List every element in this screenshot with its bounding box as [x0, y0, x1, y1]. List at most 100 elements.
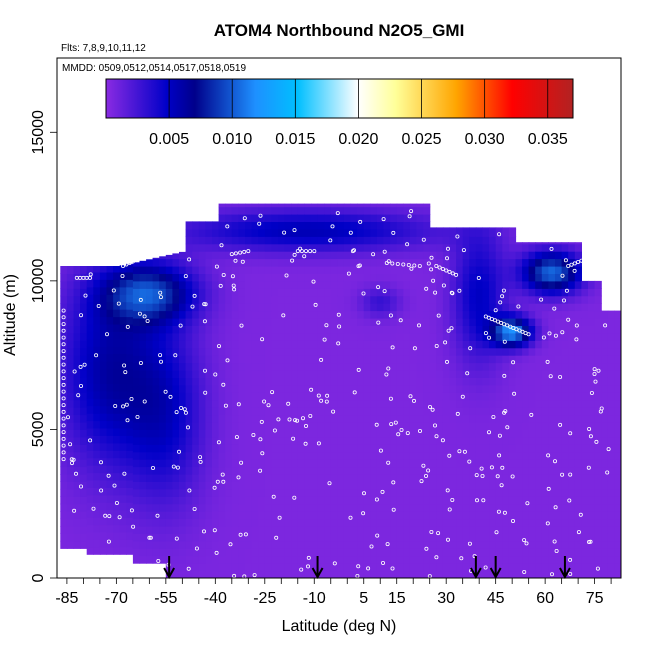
heatmap-cell	[192, 436, 200, 445]
heatmap-cell	[555, 266, 563, 274]
sample-point	[457, 288, 462, 293]
heatmap-cell	[607, 414, 615, 423]
heatmap-cell	[416, 511, 424, 520]
heatmap-cell	[139, 318, 147, 326]
heatmap-cell	[535, 422, 543, 430]
heatmap-cell	[139, 451, 147, 460]
heatmap-cell	[416, 459, 424, 468]
heatmap-cell	[376, 384, 385, 393]
heatmap-cell	[152, 273, 160, 282]
heatmap-cell	[185, 221, 193, 230]
heatmap-cell	[495, 399, 503, 408]
heatmap-cell	[146, 511, 154, 520]
heatmap-cell	[607, 459, 615, 468]
heatmap-cell	[502, 266, 510, 274]
heatmap-cell	[357, 503, 365, 512]
heatmap-cell	[66, 295, 75, 304]
sample-point	[293, 418, 298, 423]
heatmap-cell	[462, 429, 470, 438]
heatmap-cell	[218, 362, 226, 371]
heatmap-cell	[291, 511, 299, 520]
heatmap-cell	[508, 273, 517, 282]
heatmap-cell	[66, 303, 75, 312]
heatmap-cell	[251, 488, 259, 497]
sample-point	[259, 419, 264, 424]
heatmap-cell	[436, 266, 444, 274]
heatmap-cell	[568, 474, 576, 482]
heatmap-cell	[350, 496, 358, 505]
sample-point	[61, 430, 66, 435]
sample-point	[567, 498, 572, 503]
heatmap-cell	[225, 303, 233, 312]
sample-point	[552, 306, 557, 311]
heatmap-cell	[568, 266, 576, 274]
heatmap-cell	[594, 325, 602, 334]
heatmap-cell	[86, 539, 94, 548]
heatmap-cell	[284, 295, 292, 304]
heatmap-cell	[238, 236, 246, 245]
heatmap-cell	[383, 422, 391, 430]
heatmap-cell	[528, 355, 536, 364]
sample-point	[412, 263, 417, 268]
heatmap-cell	[403, 488, 411, 497]
heatmap-cell	[429, 511, 437, 520]
heatmap-cell	[376, 258, 385, 267]
heatmap-cell	[357, 258, 365, 267]
heatmap-cell	[515, 459, 523, 468]
heatmap-cell	[93, 368, 101, 377]
heatmap-cell	[330, 295, 338, 304]
heatmap-cell	[218, 318, 226, 326]
heatmap-cell	[442, 384, 451, 393]
heatmap-cell	[370, 377, 378, 386]
heatmap-cell	[548, 310, 556, 319]
heatmap-cell	[363, 355, 371, 364]
heatmap-cell	[541, 429, 549, 438]
sample-point	[440, 266, 445, 271]
heatmap-cell	[601, 370, 609, 378]
heatmap-cell	[192, 511, 200, 520]
heatmap-cell	[139, 288, 147, 297]
heatmap-cell	[495, 243, 503, 252]
heatmap-cell	[442, 436, 451, 445]
heatmap-cell	[93, 494, 101, 503]
heatmap-cell	[409, 251, 418, 260]
heatmap-cell	[264, 206, 272, 215]
heatmap-cell	[337, 214, 345, 222]
heatmap-cell	[396, 228, 404, 237]
heatmap-cell	[119, 346, 127, 355]
heatmap-cell	[357, 496, 365, 505]
heatmap-cell	[152, 414, 160, 423]
heatmap-cell	[555, 429, 563, 438]
heatmap-cell	[416, 496, 424, 505]
heatmap-cell	[568, 451, 576, 460]
heatmap-cell	[258, 355, 266, 364]
heatmap-cell	[614, 332, 621, 341]
sample-point	[192, 293, 197, 298]
heatmap-cell	[225, 570, 233, 578]
sample-point	[560, 330, 565, 335]
sample-point	[568, 431, 573, 436]
heatmap-cell	[139, 325, 147, 334]
heatmap-cell	[390, 318, 398, 326]
sample-point	[72, 369, 77, 374]
heatmap-cell	[475, 511, 484, 520]
heatmap-cell	[522, 533, 530, 542]
heatmap-cell	[185, 303, 193, 312]
heatmap-cell	[469, 325, 477, 334]
heatmap-cell	[396, 377, 404, 386]
heatmap-cell	[482, 570, 490, 578]
heatmap-cell	[462, 474, 470, 482]
heatmap-cell	[357, 466, 365, 475]
sample-point	[512, 391, 517, 396]
sample-point	[148, 535, 153, 540]
sample-point	[449, 326, 454, 331]
heatmap-cell	[495, 227, 503, 230]
heatmap-cell	[258, 555, 266, 564]
sample-point	[68, 442, 73, 447]
heatmap-cell	[251, 347, 259, 356]
sample-point	[495, 474, 500, 479]
heatmap-cell	[535, 444, 543, 453]
heatmap-cell	[350, 466, 358, 475]
sample-point	[491, 414, 496, 419]
heatmap-cell	[258, 221, 266, 230]
